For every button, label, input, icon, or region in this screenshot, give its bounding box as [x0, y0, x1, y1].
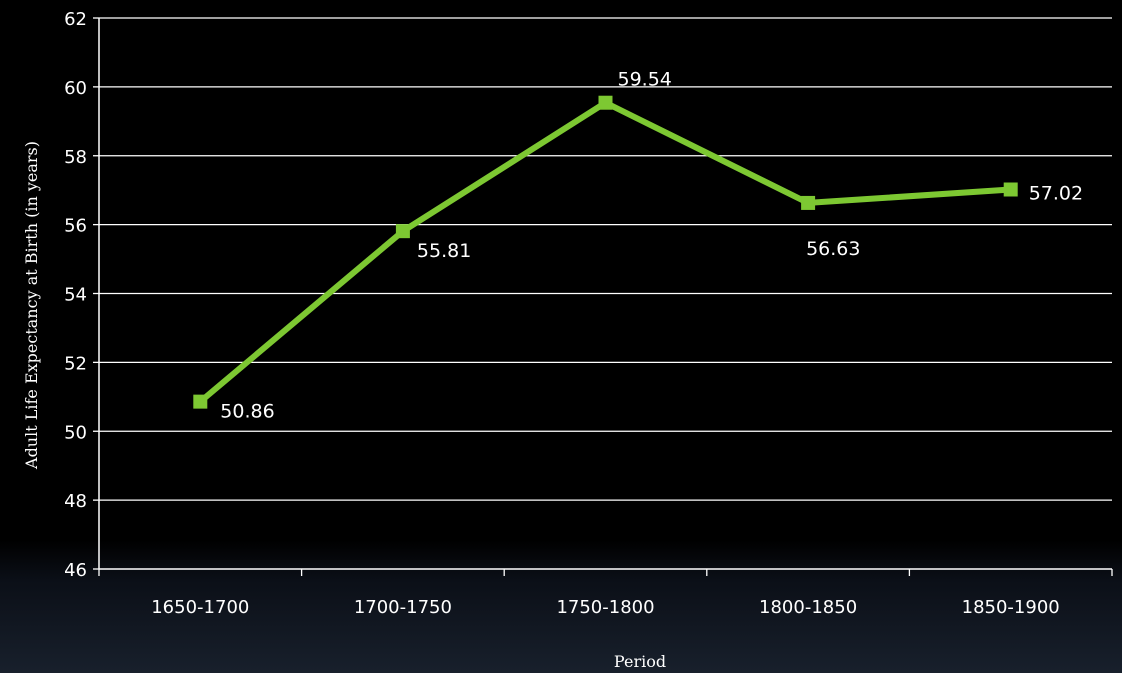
series-line — [193, 95, 1018, 409]
x-tick-labels: 1650-1700 1700-1750 1750-1800 1800-1850 1850… — [151, 597, 1060, 618]
gridlines — [99, 17, 1112, 501]
series-line-path — [198, 99, 1011, 404]
data-point-marker — [395, 224, 410, 239]
data-point-marker — [598, 95, 613, 110]
data-label: 56.63 — [806, 238, 860, 260]
x-tick-label: 1700-1750 — [354, 597, 452, 618]
data-point-marker — [801, 195, 816, 210]
axes — [93, 17, 1113, 576]
x-tick-label: 1850-1900 — [962, 597, 1060, 618]
x-axis-title: Period — [614, 652, 666, 671]
y-tick-label: 62 — [64, 9, 87, 30]
y-tick-label: 60 — [64, 78, 87, 99]
data-label: 50.86 — [220, 401, 274, 423]
data-label: 55.81 — [417, 240, 471, 262]
x-tick-label: 1750-1800 — [556, 597, 654, 618]
y-tick-label: 56 — [64, 216, 87, 237]
data-labels: 50.86 55.81 59.54 56.63 57.02 — [220, 69, 1083, 423]
y-tick-label: 58 — [64, 147, 87, 168]
y-tick-label: 50 — [64, 422, 87, 443]
x-tick-label: 1800-1850 — [759, 597, 857, 618]
data-point-marker — [1003, 182, 1018, 197]
y-tick-label: 48 — [64, 491, 87, 512]
data-point-marker — [193, 394, 208, 409]
y-tick-label: 46 — [64, 560, 87, 581]
y-tick-label: 52 — [64, 353, 87, 374]
y-tick-label: 54 — [64, 285, 87, 306]
data-label: 59.54 — [618, 69, 672, 91]
x-tick-label: 1650-1700 — [151, 597, 249, 618]
data-label: 57.02 — [1029, 182, 1083, 204]
y-tick-labels: 46 48 50 52 54 56 58 60 62 — [64, 9, 87, 581]
y-axis-title: Adult Life Expectancy at Birth (in years… — [22, 141, 41, 470]
